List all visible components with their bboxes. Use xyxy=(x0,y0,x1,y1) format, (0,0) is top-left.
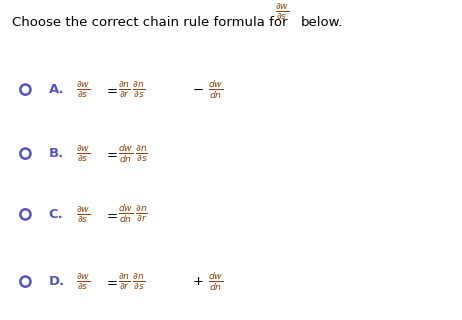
Text: $\frac{dw}{dn}\,\frac{\partial n}{\partial r}$: $\frac{dw}{dn}\,\frac{\partial n}{\parti… xyxy=(118,203,148,226)
Text: $+$: $+$ xyxy=(192,275,203,288)
Text: $\frac{\partial w}{\partial s}$: $\frac{\partial w}{\partial s}$ xyxy=(76,143,91,164)
Text: $\frac{\partial w}{\partial s}$: $\frac{\partial w}{\partial s}$ xyxy=(76,271,91,292)
Text: $\frac{\partial n}{\partial r}\,\frac{\partial n}{\partial s}$: $\frac{\partial n}{\partial r}\,\frac{\p… xyxy=(118,79,145,100)
Text: $=$: $=$ xyxy=(104,83,118,96)
Text: B.: B. xyxy=(49,147,64,160)
Text: $=$: $=$ xyxy=(104,208,118,221)
Text: Choose the correct chain rule formula for: Choose the correct chain rule formula fo… xyxy=(12,16,287,29)
Text: $\frac{\partial w}{\partial s}$: $\frac{\partial w}{\partial s}$ xyxy=(76,204,91,225)
Text: $=$: $=$ xyxy=(104,147,118,160)
Text: $\frac{\partial w}{\partial s}$: $\frac{\partial w}{\partial s}$ xyxy=(76,79,91,100)
Text: $\frac{\partial w}{\partial s}$: $\frac{\partial w}{\partial s}$ xyxy=(275,1,289,21)
Text: $=$: $=$ xyxy=(104,275,118,288)
Text: $\frac{dw}{dn}$: $\frac{dw}{dn}$ xyxy=(208,78,223,101)
Text: $\frac{dw}{dn}$: $\frac{dw}{dn}$ xyxy=(208,270,223,293)
Text: $\frac{\partial n}{\partial r}\,\frac{\partial n}{\partial s}$: $\frac{\partial n}{\partial r}\,\frac{\p… xyxy=(118,271,145,292)
Text: A.: A. xyxy=(49,83,64,96)
Text: $\frac{dw}{dn}\,\frac{\partial n}{\partial s}$: $\frac{dw}{dn}\,\frac{\partial n}{\parti… xyxy=(118,142,148,165)
Text: C.: C. xyxy=(49,208,63,221)
Text: $-$: $-$ xyxy=(192,83,203,96)
Text: below.: below. xyxy=(300,16,343,29)
Text: D.: D. xyxy=(49,275,65,288)
